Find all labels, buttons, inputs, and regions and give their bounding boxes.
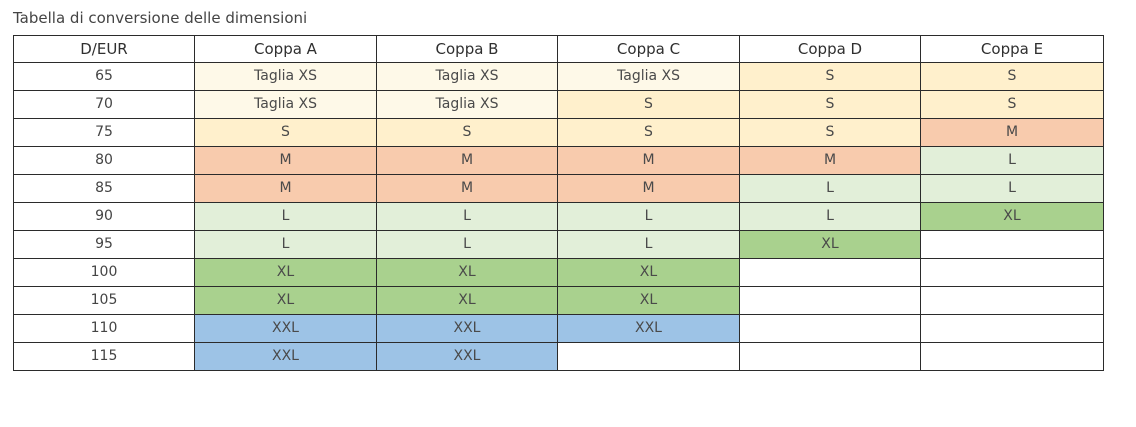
size-cell-cup-b: Taglia XS bbox=[376, 90, 558, 119]
size-cell-cup-b: S bbox=[376, 118, 558, 147]
size-cell-cup-b: XXL bbox=[376, 342, 558, 371]
band-size-cell: 95 bbox=[13, 230, 195, 259]
band-size-cell: 110 bbox=[13, 314, 195, 343]
band-size-cell: 75 bbox=[13, 118, 195, 147]
header-band: D/EUR bbox=[13, 35, 195, 63]
size-cell-cup-a: Taglia XS bbox=[194, 90, 377, 119]
size-cell-cup-d bbox=[739, 314, 921, 343]
table-row: 75 S S S S M bbox=[13, 118, 1104, 147]
table-row: 110 XXL XXL XXL bbox=[13, 314, 1104, 343]
size-cell-cup-b: M bbox=[376, 174, 558, 203]
header-cup-b: Coppa B bbox=[376, 35, 558, 63]
band-size-cell: 105 bbox=[13, 286, 195, 315]
size-cell-cup-a: Taglia XS bbox=[194, 62, 377, 91]
header-cup-d: Coppa D bbox=[739, 35, 921, 63]
size-cell-cup-a: XXL bbox=[194, 342, 377, 371]
size-cell-cup-c: XL bbox=[557, 258, 740, 287]
size-cell-cup-d: S bbox=[739, 62, 921, 91]
size-cell-cup-e: L bbox=[920, 146, 1104, 175]
size-cell-cup-d bbox=[739, 342, 921, 371]
size-cell-cup-e bbox=[920, 286, 1104, 315]
size-cell-cup-e bbox=[920, 230, 1104, 259]
size-conversion-table: D/EUR Coppa A Coppa B Coppa C Coppa D Co… bbox=[13, 35, 1104, 371]
size-cell-cup-e: S bbox=[920, 90, 1104, 119]
band-size-cell: 70 bbox=[13, 90, 195, 119]
header-cup-e: Coppa E bbox=[920, 35, 1104, 63]
size-cell-cup-c: L bbox=[557, 202, 740, 231]
size-cell-cup-a: XXL bbox=[194, 314, 377, 343]
size-cell-cup-d: S bbox=[739, 90, 921, 119]
size-cell-cup-c: M bbox=[557, 146, 740, 175]
size-cell-cup-c: Taglia XS bbox=[557, 62, 740, 91]
table-row: 115 XXL XXL bbox=[13, 342, 1104, 371]
size-cell-cup-a: M bbox=[194, 174, 377, 203]
size-cell-cup-b: XXL bbox=[376, 314, 558, 343]
size-cell-cup-d bbox=[739, 286, 921, 315]
band-size-cell: 90 bbox=[13, 202, 195, 231]
size-cell-cup-a: XL bbox=[194, 258, 377, 287]
size-cell-cup-b: XL bbox=[376, 286, 558, 315]
size-cell-cup-e bbox=[920, 258, 1104, 287]
table-header-row: D/EUR Coppa A Coppa B Coppa C Coppa D Co… bbox=[13, 35, 1104, 63]
size-cell-cup-b: Taglia XS bbox=[376, 62, 558, 91]
table-title: Tabella di conversione delle dimensioni bbox=[13, 9, 308, 27]
size-cell-cup-a: XL bbox=[194, 286, 377, 315]
size-cell-cup-d: L bbox=[739, 202, 921, 231]
size-cell-cup-e bbox=[920, 342, 1104, 371]
band-size-cell: 65 bbox=[13, 62, 195, 91]
size-cell-cup-b: XL bbox=[376, 258, 558, 287]
table-row: 70 Taglia XS Taglia XS S S S bbox=[13, 90, 1104, 119]
size-cell-cup-c: XXL bbox=[557, 314, 740, 343]
size-cell-cup-d: XL bbox=[739, 230, 921, 259]
size-cell-cup-b: L bbox=[376, 202, 558, 231]
header-cup-c: Coppa C bbox=[557, 35, 740, 63]
table-row: 100 XL XL XL bbox=[13, 258, 1104, 287]
size-cell-cup-b: M bbox=[376, 146, 558, 175]
size-cell-cup-e: M bbox=[920, 118, 1104, 147]
size-cell-cup-a: L bbox=[194, 202, 377, 231]
size-cell-cup-c: L bbox=[557, 230, 740, 259]
size-cell-cup-c: XL bbox=[557, 286, 740, 315]
size-cell-cup-d: S bbox=[739, 118, 921, 147]
size-cell-cup-b: L bbox=[376, 230, 558, 259]
size-cell-cup-c: S bbox=[557, 90, 740, 119]
size-cell-cup-a: M bbox=[194, 146, 377, 175]
band-size-cell: 85 bbox=[13, 174, 195, 203]
size-cell-cup-a: L bbox=[194, 230, 377, 259]
size-cell-cup-c: M bbox=[557, 174, 740, 203]
size-cell-cup-e bbox=[920, 314, 1104, 343]
size-cell-cup-a: S bbox=[194, 118, 377, 147]
band-size-cell: 115 bbox=[13, 342, 195, 371]
table-row: 80 M M M M L bbox=[13, 146, 1104, 175]
table-row: 85 M M M L L bbox=[13, 174, 1104, 203]
size-cell-cup-e: XL bbox=[920, 202, 1104, 231]
size-cell-cup-c bbox=[557, 342, 740, 371]
size-cell-cup-d: M bbox=[739, 146, 921, 175]
table-row: 90 L L L L XL bbox=[13, 202, 1104, 231]
table-row: 105 XL XL XL bbox=[13, 286, 1104, 315]
size-cell-cup-d: L bbox=[739, 174, 921, 203]
header-cup-a: Coppa A bbox=[194, 35, 377, 63]
table-row: 65 Taglia XS Taglia XS Taglia XS S S bbox=[13, 62, 1104, 91]
size-cell-cup-d bbox=[739, 258, 921, 287]
band-size-cell: 100 bbox=[13, 258, 195, 287]
table-row: 95 L L L XL bbox=[13, 230, 1104, 259]
size-cell-cup-e: S bbox=[920, 62, 1104, 91]
size-cell-cup-e: L bbox=[920, 174, 1104, 203]
band-size-cell: 80 bbox=[13, 146, 195, 175]
size-cell-cup-c: S bbox=[557, 118, 740, 147]
